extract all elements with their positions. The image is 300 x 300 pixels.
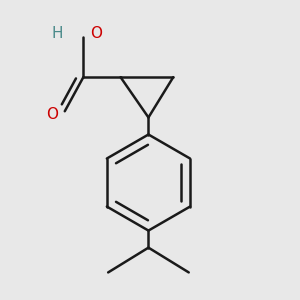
Text: O: O	[46, 107, 58, 122]
Text: H: H	[51, 26, 63, 41]
Text: O: O	[90, 26, 102, 41]
